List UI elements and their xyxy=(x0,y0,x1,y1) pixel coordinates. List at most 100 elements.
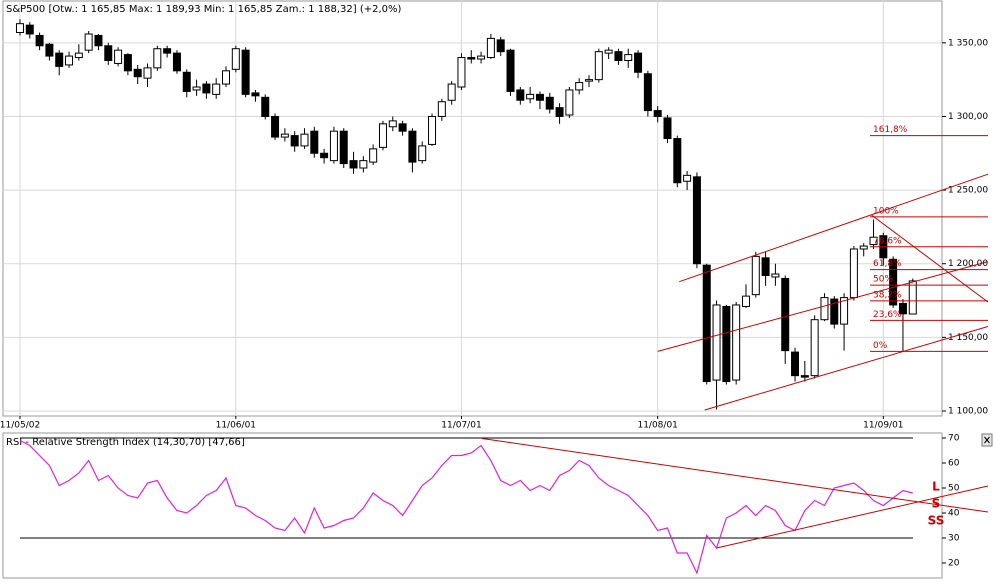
candle-body xyxy=(280,133,289,138)
x-tick-label: 11/09/01 xyxy=(863,421,903,431)
candle-body xyxy=(594,51,603,81)
y-tick-label: 1 300,00 xyxy=(948,112,988,122)
fibonacci-label: 38,2% xyxy=(873,290,902,300)
trend-line xyxy=(716,485,989,549)
candle-body xyxy=(840,297,849,325)
candle-body xyxy=(65,55,74,66)
candle-body xyxy=(898,302,907,315)
fibonacci-label: 0% xyxy=(873,341,888,351)
candle-body xyxy=(673,138,682,184)
candle-body xyxy=(889,258,898,306)
candle-body xyxy=(163,48,172,54)
y-tick-label: 30 xyxy=(948,534,960,544)
candle-body xyxy=(545,96,554,110)
candle-body xyxy=(634,52,643,73)
candle-body xyxy=(585,79,594,82)
candle-body xyxy=(84,33,93,51)
candle-body xyxy=(565,89,574,116)
candle-body xyxy=(428,115,437,145)
candle-body xyxy=(15,23,24,34)
candle-body xyxy=(467,57,476,60)
fibonacci-label: 50% xyxy=(873,275,893,285)
candle-body xyxy=(683,174,692,182)
candle-body xyxy=(496,39,505,53)
candle-body xyxy=(447,83,456,101)
candle-body xyxy=(506,49,515,92)
candle-body xyxy=(349,160,358,169)
candle-body xyxy=(624,54,633,61)
y-tick-label: 20 xyxy=(948,559,960,569)
trend-line xyxy=(871,214,989,303)
candle-body xyxy=(339,130,348,165)
candle-body xyxy=(388,120,397,128)
candle-body xyxy=(712,304,721,381)
candle-body xyxy=(251,92,260,97)
fibonacci-label: 61,8% xyxy=(873,259,902,269)
candle-body xyxy=(329,130,338,162)
candle-body xyxy=(45,43,54,57)
candle-body xyxy=(408,130,417,163)
candle-body xyxy=(810,319,819,377)
candle-body xyxy=(143,67,152,79)
candle-body xyxy=(310,130,319,154)
candle-body xyxy=(133,68,142,78)
candle-body xyxy=(398,123,407,132)
candle-body xyxy=(849,248,858,299)
candle-body xyxy=(859,245,868,250)
candle-body xyxy=(575,82,584,91)
candle-body xyxy=(231,48,240,70)
candle-body xyxy=(555,107,564,117)
trend-line xyxy=(481,438,988,513)
candle-body xyxy=(290,135,299,147)
candle-body xyxy=(486,37,495,59)
candle-body xyxy=(74,52,83,59)
fibonacci-label: 23,6% xyxy=(873,310,902,320)
annotation: L xyxy=(932,480,940,494)
candle-body xyxy=(692,176,701,265)
x-tick-label: 11/06/01 xyxy=(216,421,256,431)
candle-body xyxy=(123,54,132,72)
candle-body xyxy=(457,57,466,88)
candle-body xyxy=(702,264,711,383)
annotation: SS xyxy=(928,514,945,528)
candle-body xyxy=(104,45,113,61)
close-icon[interactable] xyxy=(984,436,990,444)
candle-body xyxy=(153,48,162,69)
candle-body xyxy=(378,123,387,148)
candle-body xyxy=(535,93,544,101)
candle-body xyxy=(820,297,829,321)
candle-body xyxy=(202,83,211,94)
trend-line xyxy=(679,173,989,283)
candle-body xyxy=(55,52,64,67)
candle-body xyxy=(418,145,427,162)
candle-body xyxy=(271,115,280,138)
candle-body xyxy=(869,236,878,246)
x-tick-label: 11/08/01 xyxy=(637,421,677,431)
x-tick-label: 11/05/02 xyxy=(0,421,40,431)
candle-body xyxy=(359,160,368,169)
candle-body xyxy=(320,152,329,159)
y-tick-label: 1 200,00 xyxy=(948,259,988,269)
close-button[interactable] xyxy=(981,433,993,447)
candle-body xyxy=(477,55,486,60)
y-tick-label: 60 xyxy=(948,459,960,469)
candle-body xyxy=(300,133,309,147)
candle-body xyxy=(212,83,221,95)
candle-body xyxy=(781,277,790,352)
candle-body xyxy=(908,280,917,315)
fibonacci-label: 100% xyxy=(873,206,899,216)
candle-body xyxy=(761,257,770,277)
candle-body xyxy=(722,305,731,383)
y-tick-label: 50 xyxy=(948,484,960,494)
candle-body xyxy=(172,52,181,72)
plot-area xyxy=(2,432,943,579)
candle-body xyxy=(261,96,270,117)
candle-body xyxy=(526,93,535,100)
candle-body xyxy=(222,70,231,85)
trend-line xyxy=(657,261,989,352)
candle-body xyxy=(643,73,652,112)
candle-body xyxy=(800,375,809,378)
y-tick-label: 1 250,00 xyxy=(948,186,988,196)
candle-body xyxy=(94,34,103,47)
